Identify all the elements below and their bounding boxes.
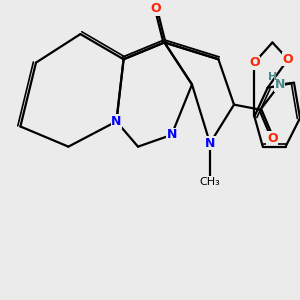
Text: N: N — [274, 78, 285, 91]
Text: CH₃: CH₃ — [200, 177, 220, 187]
Text: H: H — [268, 72, 278, 82]
Text: N: N — [111, 115, 122, 128]
Text: N: N — [167, 128, 177, 141]
Text: O: O — [249, 56, 260, 69]
Text: N: N — [205, 137, 215, 150]
Text: O: O — [151, 2, 161, 15]
Text: O: O — [267, 132, 278, 145]
Text: O: O — [283, 53, 293, 66]
